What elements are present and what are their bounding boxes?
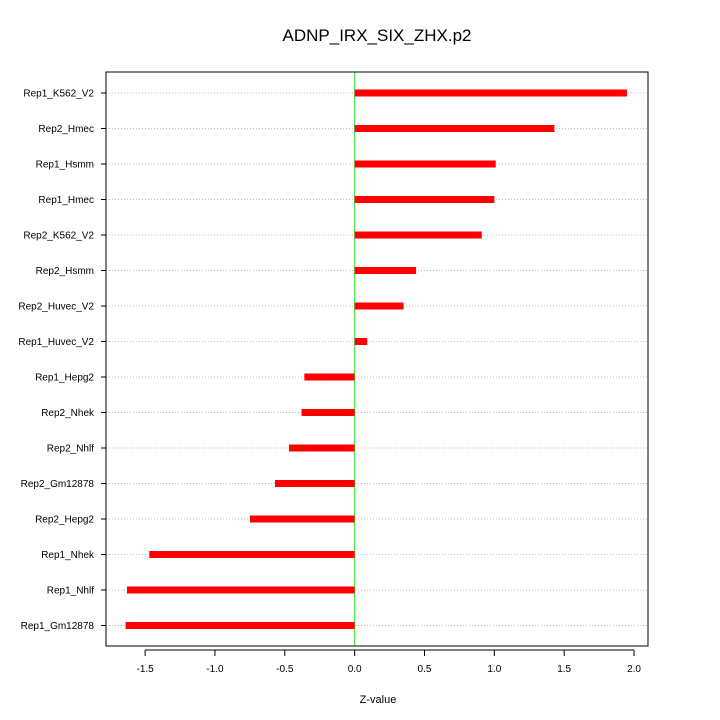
bar-rep1-huvec-v2 xyxy=(354,338,368,345)
y-tick-label: Rep2_Gm12878 xyxy=(21,479,95,490)
x-tick-label: -1.5 xyxy=(136,664,154,675)
y-tick-label: Rep1_Hepg2 xyxy=(35,373,94,384)
x-tick-label: 1.5 xyxy=(557,664,571,675)
x-tick-label: -0.5 xyxy=(276,664,294,675)
bar-rep1-hepg2 xyxy=(304,373,355,381)
y-tick-label: Rep2_Huvec_V2 xyxy=(18,302,94,313)
x-tick-label: 2.0 xyxy=(627,664,641,675)
y-tick-label: Rep1_Nhlf xyxy=(47,586,94,597)
bar-rep1-nhek xyxy=(149,551,355,558)
bar-rep1-gm12878 xyxy=(125,622,355,629)
bar-rep2-huvec-v2 xyxy=(354,302,404,310)
bar-rep2-hsmm xyxy=(354,267,417,274)
bar-rep2-hepg2 xyxy=(249,515,355,523)
y-tick-label: Rep1_Huvec_V2 xyxy=(18,337,94,348)
bar-rep1-hsmm xyxy=(354,160,496,168)
bar-rep2-gm12878 xyxy=(275,480,355,487)
bar-rep1-nhlf xyxy=(126,586,355,594)
bar-rep2-nhek xyxy=(301,409,355,416)
y-tick-label: Rep1_Hsmm xyxy=(36,160,94,171)
y-tick-label: Rep2_Hsmm xyxy=(36,266,94,277)
y-tick-label: Rep2_Hepg2 xyxy=(35,515,94,526)
y-tick-label: Rep2_Nhlf xyxy=(47,444,94,455)
y-tick-label: Rep1_Nhek xyxy=(41,550,95,561)
bar-rep2-nhlf xyxy=(288,444,355,452)
x-axis-label: Z-value xyxy=(360,694,397,706)
x-tick-label: 0.5 xyxy=(418,664,432,675)
y-tick-label: Rep1_Hmec xyxy=(38,195,94,206)
y-tick-label: Rep2_K562_V2 xyxy=(23,231,94,242)
bar-rep2-hmec xyxy=(354,125,555,132)
x-tick-label: 0.0 xyxy=(348,664,362,675)
bar-rep1-k562-v2 xyxy=(354,89,628,97)
bar-rep2-k562-v2 xyxy=(354,231,482,239)
y-tick-label: Rep2_Hmec xyxy=(38,124,94,135)
bar-rep1-hmec xyxy=(354,196,495,203)
y-tick-label: Rep1_K562_V2 xyxy=(23,89,94,100)
x-tick-label: -1.0 xyxy=(206,664,224,675)
plot-frame xyxy=(105,71,649,647)
chart-title: ADNP_IRX_SIX_ZHX.p2 xyxy=(283,26,472,45)
y-tick-label: Rep2_Nhek xyxy=(41,408,95,419)
x-tick-label: 1.0 xyxy=(487,664,501,675)
y-tick-label: Rep1_Gm12878 xyxy=(21,621,95,632)
